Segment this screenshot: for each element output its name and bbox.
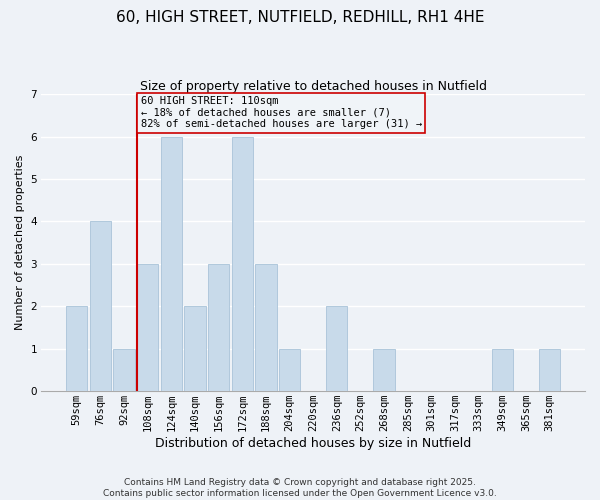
Text: 60, HIGH STREET, NUTFIELD, REDHILL, RH1 4HE: 60, HIGH STREET, NUTFIELD, REDHILL, RH1 … <box>116 10 484 25</box>
Bar <box>492 348 513 391</box>
Bar <box>255 264 277 391</box>
Bar <box>113 348 134 391</box>
X-axis label: Distribution of detached houses by size in Nutfield: Distribution of detached houses by size … <box>155 437 471 450</box>
Bar <box>539 348 560 391</box>
Bar <box>279 348 300 391</box>
Bar <box>232 136 253 391</box>
Title: Size of property relative to detached houses in Nutfield: Size of property relative to detached ho… <box>140 80 487 93</box>
Bar <box>208 264 229 391</box>
Text: 60 HIGH STREET: 110sqm
← 18% of detached houses are smaller (7)
82% of semi-deta: 60 HIGH STREET: 110sqm ← 18% of detached… <box>140 96 422 130</box>
Bar <box>137 264 158 391</box>
Bar <box>161 136 182 391</box>
Bar <box>373 348 395 391</box>
Text: Contains HM Land Registry data © Crown copyright and database right 2025.
Contai: Contains HM Land Registry data © Crown c… <box>103 478 497 498</box>
Bar <box>184 306 206 391</box>
Bar <box>66 306 88 391</box>
Bar <box>326 306 347 391</box>
Y-axis label: Number of detached properties: Number of detached properties <box>15 155 25 330</box>
Bar <box>90 222 111 391</box>
